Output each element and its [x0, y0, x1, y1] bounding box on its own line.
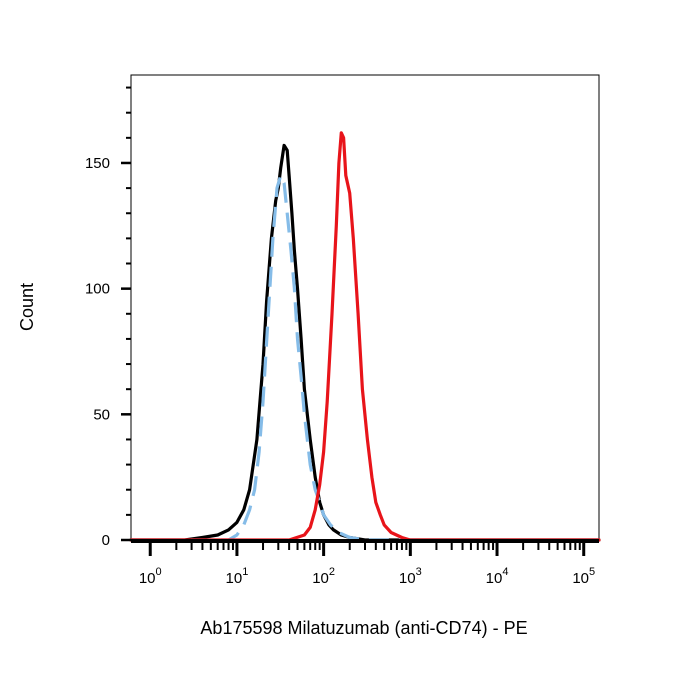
histogram-curves — [129, 131, 601, 542]
y-axis-title: Count — [17, 283, 37, 331]
x-axis-title: Ab175598 Milatuzumab (anti-CD74) - PE — [200, 618, 527, 638]
series-curve-3 — [129, 131, 601, 542]
x-tick-label: 105 — [572, 566, 595, 587]
x-axis: 100 101 102 103 104 105 — [131, 539, 599, 587]
series-curve-1 — [129, 143, 601, 542]
y-tick-label: 150 — [85, 155, 110, 172]
series-curve-2 — [131, 173, 599, 542]
y-tick-label: 0 — [102, 532, 110, 549]
x-tick-label: 101 — [226, 566, 249, 587]
x-tick-label: 102 — [312, 566, 335, 587]
x-tick-label: 100 — [139, 566, 162, 587]
y-tick-label: 100 — [85, 281, 110, 298]
x-tick-label: 103 — [399, 566, 422, 587]
x-tick-label: 104 — [486, 566, 509, 587]
y-axis: 0 50 100 150 — [85, 86, 131, 549]
y-tick-label: 50 — [93, 406, 110, 423]
plot-frame — [130, 74, 600, 541]
